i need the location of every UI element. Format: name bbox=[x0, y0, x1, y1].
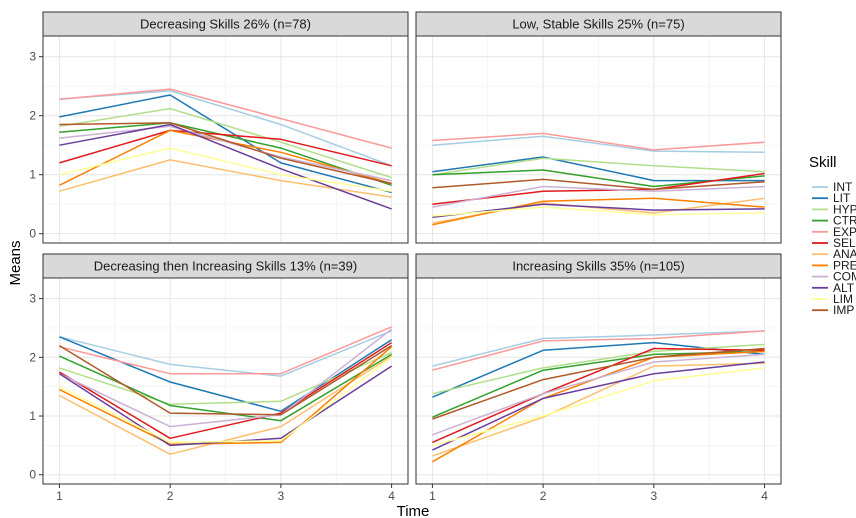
series-line-sel bbox=[432, 172, 765, 205]
series-line-hyp bbox=[432, 157, 765, 176]
panel-border bbox=[42, 277, 409, 485]
facet-strip bbox=[42, 253, 409, 279]
legend-label: IMP bbox=[833, 303, 854, 317]
y-tick-label: 1 bbox=[29, 409, 36, 423]
series-line-alt bbox=[432, 361, 765, 451]
facet-panel: Decreasing then Increasing Skills 13% (n… bbox=[29, 253, 409, 503]
y-tick-label: 2 bbox=[29, 109, 36, 123]
series-line-pre bbox=[59, 346, 393, 445]
y-tick-label: 2 bbox=[29, 350, 36, 364]
x-tick-label: 4 bbox=[388, 489, 395, 503]
facet-strip bbox=[42, 11, 409, 37]
y-tick-label: 0 bbox=[29, 468, 36, 482]
series-line-lim bbox=[59, 356, 393, 444]
series-line-ana bbox=[59, 355, 393, 455]
series-line-com bbox=[432, 185, 765, 208]
legend-label: CTR bbox=[833, 214, 856, 228]
legend-label: INT bbox=[833, 180, 853, 194]
x-tick-label: 3 bbox=[278, 489, 285, 503]
series-line-com bbox=[59, 328, 393, 428]
series-line-lim bbox=[432, 367, 765, 447]
y-tick-label: 1 bbox=[29, 168, 36, 182]
facet-title: Increasing Skills 35% (n=105) bbox=[512, 259, 684, 274]
x-tick-label: 1 bbox=[56, 489, 63, 503]
y-axis-title: Means bbox=[7, 240, 24, 285]
series-line-hyp bbox=[59, 107, 392, 179]
legend-label: ANA bbox=[833, 247, 856, 261]
series-line-imp bbox=[432, 347, 765, 420]
series-line-imp bbox=[59, 344, 392, 416]
facet-strip bbox=[415, 253, 782, 279]
panel-border bbox=[415, 277, 782, 485]
panel-border bbox=[415, 35, 782, 244]
legend-label: COM bbox=[833, 270, 856, 284]
series-line-lim bbox=[59, 147, 392, 192]
facet-strip bbox=[415, 11, 782, 37]
series-line-alt bbox=[432, 203, 765, 218]
series-line-com bbox=[59, 125, 392, 182]
legend-label: SEL bbox=[833, 236, 856, 250]
x-tick-label: 1 bbox=[429, 489, 436, 503]
series-line-int bbox=[59, 330, 392, 377]
series-line-lit bbox=[59, 94, 392, 194]
series-line-int bbox=[59, 90, 392, 167]
panel-border bbox=[42, 35, 409, 244]
x-tick-label: 3 bbox=[651, 489, 658, 503]
facet-panel: Increasing Skills 35% (n=105) 1 2 3 4 bbox=[415, 253, 782, 503]
legend-label: LIT bbox=[833, 191, 851, 205]
series-line-sel bbox=[59, 129, 392, 167]
series-line-exp bbox=[432, 330, 765, 371]
y-tick-label: 0 bbox=[29, 227, 36, 241]
x-axis-title: Time bbox=[397, 503, 430, 518]
series-line-exp bbox=[432, 132, 765, 151]
series-line-exp bbox=[59, 326, 392, 375]
facet-title: Decreasing Skills 26% (n=78) bbox=[140, 17, 311, 32]
series-line-exp bbox=[59, 88, 392, 149]
series-line-int bbox=[432, 135, 765, 154]
series-line-sel bbox=[432, 347, 765, 444]
legend-title: Skill bbox=[809, 154, 837, 171]
series-line-ctr bbox=[59, 353, 392, 422]
x-tick-label: 2 bbox=[540, 489, 547, 503]
series-line-imp bbox=[59, 122, 392, 185]
series-line-alt bbox=[59, 123, 392, 210]
series-line-ana bbox=[432, 362, 765, 457]
legend-label: PRE bbox=[833, 258, 856, 272]
legend-label: ALT bbox=[833, 281, 855, 295]
series-line-int bbox=[432, 330, 765, 367]
series-line-hyp bbox=[59, 351, 392, 406]
series-line-sel bbox=[59, 341, 393, 440]
x-tick-label: 2 bbox=[167, 489, 174, 503]
legend-label: EXP bbox=[833, 225, 856, 239]
x-tick-label: 4 bbox=[761, 489, 768, 503]
y-tick-label: 3 bbox=[29, 50, 36, 64]
legend-label: HYP bbox=[833, 202, 856, 216]
facet-title: Low, Stable Skills 25% (n=75) bbox=[512, 17, 684, 32]
legend: Skill INTLITHYPCTREXPSELANAPRECOMALTLIMI… bbox=[809, 154, 856, 317]
facet-title: Decreasing then Increasing Skills 13% (n… bbox=[94, 259, 357, 274]
legend-label: LIM bbox=[833, 292, 853, 306]
facet-panel: Decreasing Skills 26% (n=78) 0 1 2 3 bbox=[29, 11, 409, 244]
series-line-com bbox=[432, 353, 765, 436]
facet-panel: Low, Stable Skills 25% (n=75) bbox=[415, 11, 782, 244]
series-line-pre bbox=[432, 197, 765, 226]
series-line-lim bbox=[432, 206, 765, 217]
y-tick-label: 3 bbox=[29, 292, 36, 306]
series-line-imp bbox=[432, 178, 765, 191]
series-line-hyp bbox=[432, 343, 765, 395]
series-line-lit bbox=[59, 336, 393, 413]
